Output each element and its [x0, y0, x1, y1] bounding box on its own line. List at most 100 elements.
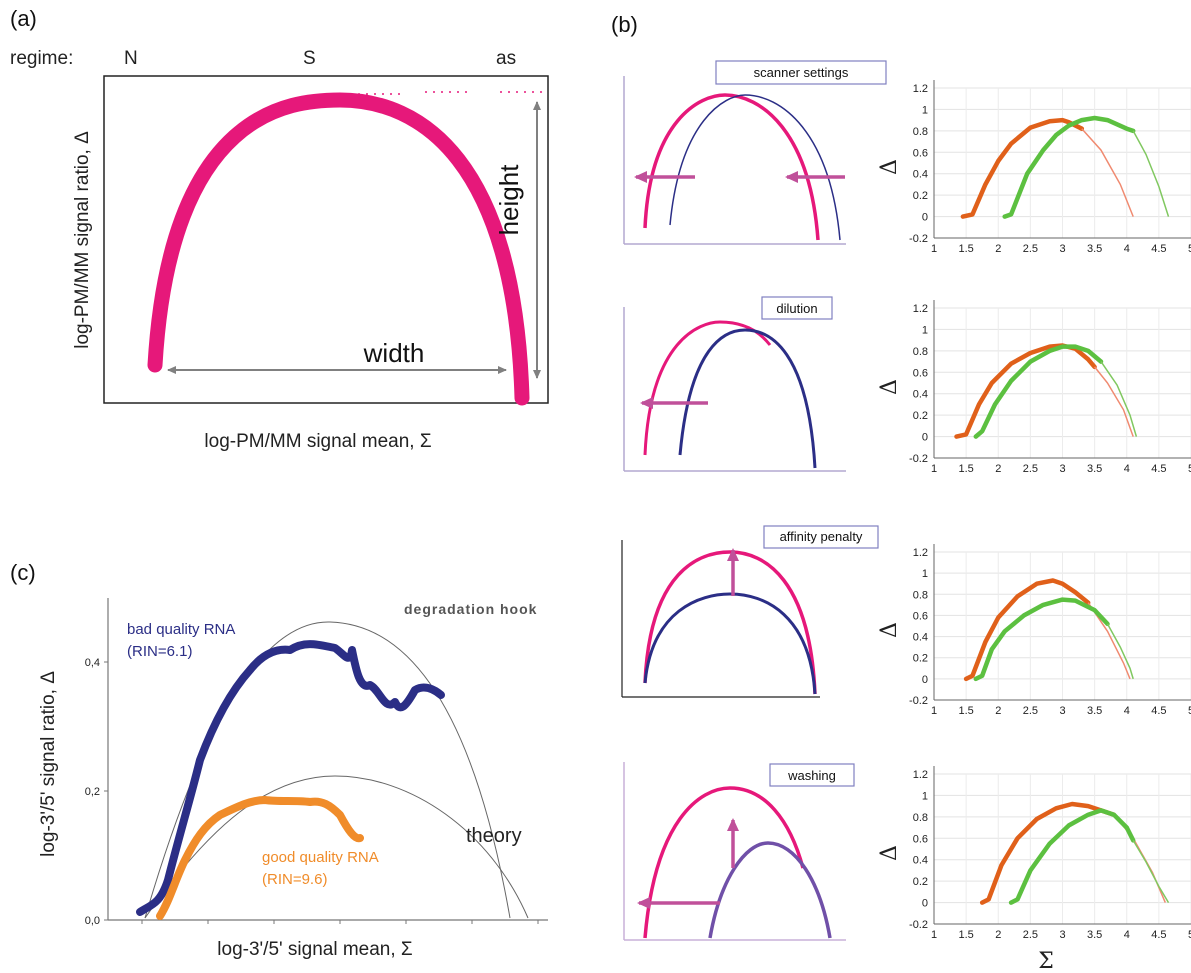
x-tick-label: 2: [995, 463, 1001, 475]
series-green-data: [973, 344, 1104, 439]
panel-c-label: (c): [10, 560, 36, 585]
x-tick-label: 1: [931, 705, 937, 717]
series-orange-data: [963, 578, 1091, 682]
x-tick-label: 3.5: [1087, 929, 1102, 941]
schematic-1-title: scanner settings: [754, 65, 849, 80]
schematic-3-box: [763, 525, 879, 549]
schematic-4-title: washing: [787, 768, 836, 783]
series-orange-data: [979, 801, 1117, 905]
series-orange-fit: [1113, 814, 1166, 903]
regime-s: S: [303, 48, 316, 69]
theory-curve-low: [144, 775, 529, 919]
x-tick-label: 1.5: [958, 463, 973, 475]
panel-a-frame: [103, 75, 549, 404]
y-tick-label: 0.6: [913, 147, 928, 159]
x-tick-label: 4: [1124, 243, 1130, 255]
x-tick-label: 3.5: [1087, 705, 1102, 717]
x-tick-label: 1: [931, 243, 937, 255]
x-tick-label: 5: [1188, 705, 1191, 717]
schematic-2-box: [761, 296, 833, 320]
y-tick-label: 0.4: [913, 855, 928, 867]
x-tick-label: 5: [1188, 243, 1191, 255]
x-tick-label: 3: [1059, 463, 1065, 475]
y-tick-label: 0.2: [913, 653, 928, 665]
x-tick-label: 2.5: [1023, 463, 1038, 475]
y-tick-label: 0.8: [913, 812, 928, 824]
y-tick-label: 0: [922, 674, 928, 686]
x-tick-label: 3: [1059, 705, 1065, 717]
x-tick-label: 3: [1059, 929, 1065, 941]
y-axis-label: Δ: [877, 159, 902, 175]
y-tick-label: 0.4: [913, 169, 928, 181]
schematic-4-pink-curve: [643, 786, 805, 939]
series-orange-fit: [1087, 602, 1131, 680]
schematic-2-pink-curve: [643, 320, 772, 456]
y-tick-label: 0.8: [913, 346, 928, 358]
schematic-4: washing: [623, 762, 855, 941]
height-label: height: [494, 164, 524, 236]
panel-c: (c) 0,0 0,2 0,4 bad quality RNA (RIN=6.1…: [10, 560, 548, 960]
schematic-1-box: [715, 60, 887, 85]
schematic-4-purple-curve: [708, 841, 832, 939]
schematic-2-blue-curve: [678, 328, 817, 469]
series-green-fit: [1100, 361, 1138, 437]
x-tick-label: 2.5: [1023, 929, 1038, 941]
y-tick-label: 0.6: [913, 833, 928, 845]
width-label: width: [363, 338, 425, 368]
x-tick-label: 4.5: [1151, 929, 1166, 941]
good-quality-rna-curve: [156, 796, 364, 920]
bad-rna-label: bad quality RNA: [127, 621, 235, 638]
series-green-data: [1002, 115, 1136, 219]
x-tick-label: 1: [931, 929, 937, 941]
series-green-fit: [1132, 840, 1170, 903]
degradation-hook-label: degradation hook: [404, 601, 537, 617]
y-tick-label: 0.8: [913, 126, 928, 138]
series-orange-data: [954, 343, 1097, 439]
y-tick-label: 0.6: [913, 610, 928, 622]
y-axis-label: Δ: [877, 379, 902, 395]
x-tick-label: 5: [1188, 463, 1191, 475]
panel-c-ytick-label-0: 0,0: [85, 915, 100, 927]
y-tick-label: 0.2: [913, 410, 928, 422]
schematic-3-pink-curve: [643, 550, 817, 695]
y-tick-label: 0: [922, 212, 928, 224]
bad-rna-rin: (RIN=6.1): [127, 643, 192, 660]
y-tick-label: 1: [922, 324, 928, 336]
panel-c-ylabel: log-3'/5' signal ratio, Δ: [38, 671, 59, 857]
x-tick-label: 4: [1124, 463, 1130, 475]
y-tick-label: -0.2: [909, 919, 928, 931]
panel-c-xlabel: log-3'/5' signal mean, Σ: [217, 939, 412, 960]
y-tick-label: 0: [922, 432, 928, 444]
y-tick-label: 1.2: [913, 547, 928, 559]
panel-a-label: (a): [10, 6, 37, 31]
x-tick-label: 3.5: [1087, 243, 1102, 255]
schematic-3-blue-curve: [643, 592, 817, 695]
y-tick-label: 0: [922, 898, 928, 910]
schematic-3: affinity penalty: [621, 525, 879, 698]
x-tick-label: 2.5: [1023, 243, 1038, 255]
x-tick-label: 1: [931, 463, 937, 475]
y-tick-label: 1.2: [913, 769, 928, 781]
schematic-4-box: [769, 763, 855, 787]
panel-c-xticks: [141, 920, 539, 924]
y-tick-label: -0.2: [909, 695, 928, 707]
y-tick-label: 1.2: [913, 83, 928, 95]
schematic-2-title: dilution: [776, 301, 817, 316]
y-tick-label: 0.2: [913, 876, 928, 888]
panel-b-xlabel: Σ: [1038, 949, 1054, 973]
y-tick-label: 0.8: [913, 589, 928, 601]
y-axis-label: Δ: [877, 622, 902, 638]
good-rna-label: good quality RNA: [262, 849, 379, 866]
y-tick-label: 0.4: [913, 389, 928, 401]
y-tick-label: 1: [922, 104, 928, 116]
schematic-1-blue-curve: [669, 94, 841, 241]
y-tick-label: 1.2: [913, 303, 928, 315]
data-plot-1: -0.2 0 0.2 0.4 0.6 0.8 1 1.2 1 1.5 2 2.5 3 3.5 4 4.5 5 Δ: [877, 80, 1191, 255]
regime-label: regime:: [10, 48, 73, 69]
x-tick-label: 3: [1059, 243, 1065, 255]
series-green-data: [973, 597, 1110, 682]
panel-c-ytick-label-2: 0,4: [85, 657, 100, 669]
x-tick-label: 5: [1188, 929, 1191, 941]
data-plot-2: -0.2 0 0.2 0.4 0.6 0.8 1 1.2 1 1.5 2 2.5 3 3.5 4 4.5 5 Δ: [877, 300, 1191, 475]
